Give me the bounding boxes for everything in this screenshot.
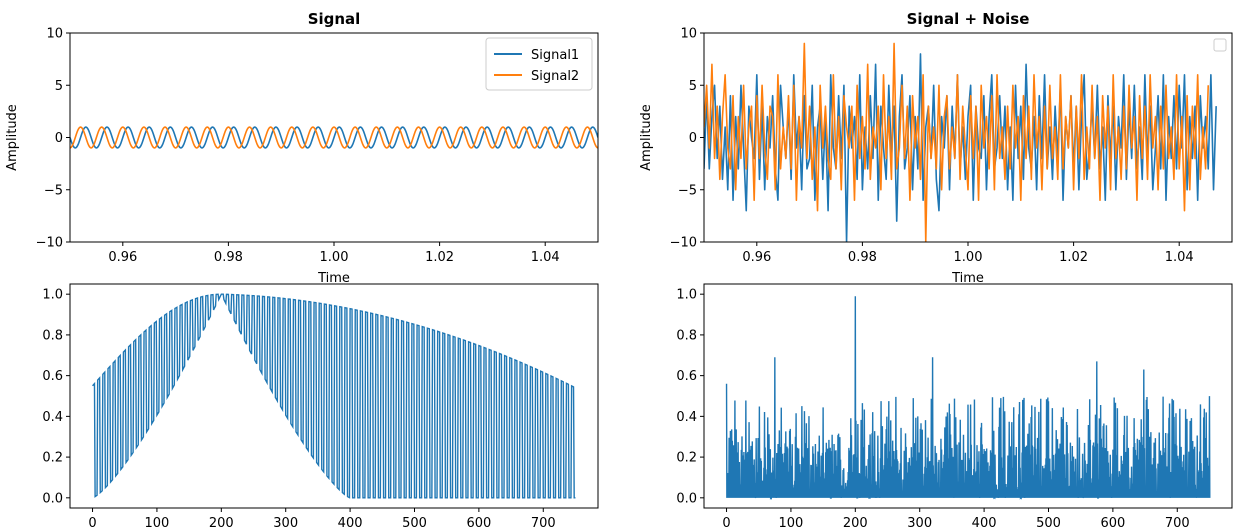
signal-noise-legend-box: [1213, 38, 1227, 52]
series-line-signal2: [70, 126, 598, 149]
y-tick-label: 10: [680, 27, 697, 42]
y-tick-label: −5: [44, 183, 63, 198]
y-tick-label: 0.2: [676, 451, 697, 466]
x-tick-label: 1.02: [425, 250, 454, 265]
x-tick-label: 0.96: [108, 250, 137, 265]
x-tick-label: 100: [779, 516, 804, 528]
x-tick-label: 1.04: [1165, 250, 1194, 265]
y-tick-label: 0: [689, 131, 697, 146]
signal-x-label: Time: [317, 271, 350, 286]
x-tick-label: 0.98: [848, 250, 877, 265]
y-tick-label: 1.0: [42, 288, 63, 303]
signal-plot-area: [70, 126, 598, 149]
y-tick-label: 0.8: [42, 328, 63, 343]
legend-label-signal2: Signal2: [531, 69, 579, 84]
signal-legend-box: [485, 37, 593, 91]
y-tick-label: 0.6: [676, 369, 697, 384]
signal-noise-y-label: Amplitude: [639, 104, 654, 171]
y-tick-label: 0.6: [42, 369, 63, 384]
y-tick-label: 10: [46, 27, 63, 42]
x-tick-label: 300: [907, 516, 932, 528]
x-tick-label: 1.00: [320, 250, 349, 265]
y-tick-label: 0.4: [676, 410, 697, 425]
subplot-spectrum-noise: 0 100 200 300 400 500 600 700 0.0 0.2 0.4 0.6 0.8 1.0: [676, 283, 1233, 528]
y-tick-label: 0.0: [42, 491, 63, 506]
x-tick-label: 0: [88, 516, 96, 528]
x-tick-label: 600: [1100, 516, 1125, 528]
spectrum-clean-line: [92, 293, 576, 499]
spectrum-clean-axes-frame: [69, 283, 599, 509]
y-tick-label: 5: [55, 79, 63, 94]
y-tick-label: −10: [670, 236, 697, 251]
x-tick-label: 700: [531, 516, 556, 528]
x-tick-label: 0: [722, 516, 730, 528]
x-tick-label: 1.00: [954, 250, 983, 265]
x-tick-label: 1.02: [1059, 250, 1088, 265]
y-tick-label: 1.0: [676, 288, 697, 303]
y-tick-label: −10: [36, 236, 63, 251]
x-tick-label: 500: [402, 516, 427, 528]
spectrum-noise-line: [725, 296, 1211, 501]
y-tick-label: 0: [55, 131, 63, 146]
spectrum-noise-axes-frame: [703, 283, 1233, 509]
y-tick-label: 0.2: [42, 451, 63, 466]
signal-noise-plot-area: [704, 42, 1217, 242]
spectrum-noise-plot-area: [725, 296, 1211, 501]
subplot-spectrum-clean: 0 100 200 300 400 500 600 700 0.0 0.2 0.4 0.6 0.8 1.0: [42, 283, 599, 528]
x-tick-label: 300: [273, 516, 298, 528]
x-tick-label: 400: [972, 516, 997, 528]
x-tick-label: 100: [145, 516, 170, 528]
signal-legend: Signal1 Signal2: [485, 37, 593, 91]
legend-label-signal1: Signal1: [531, 48, 579, 63]
noisy-series-line-2: [704, 42, 1210, 242]
y-tick-label: 5: [689, 79, 697, 94]
y-tick-label: 0.4: [42, 410, 63, 425]
y-tick-label: −5: [678, 183, 697, 198]
spectrum-clean-plot-area: [92, 293, 576, 499]
x-tick-label: 700: [1165, 516, 1190, 528]
signal-noise-x-label: Time: [951, 271, 984, 286]
x-tick-label: 200: [843, 516, 868, 528]
x-tick-label: 200: [209, 516, 234, 528]
series-line-signal1: [70, 126, 598, 149]
signal-y-label: Amplitude: [5, 104, 20, 171]
x-tick-label: 500: [1036, 516, 1061, 528]
x-tick-label: 1.04: [531, 250, 560, 265]
x-tick-label: 600: [466, 516, 491, 528]
signal-noise-title: Signal + Noise: [907, 10, 1030, 28]
subplot-signal-noise: Signal + Noise Time Amplitude 0.96 0.98 1.…: [639, 10, 1233, 286]
signal-title: Signal: [308, 10, 361, 28]
y-tick-label: 0.0: [676, 491, 697, 506]
signal-noise-legend: [1213, 38, 1227, 52]
y-tick-label: 0.8: [676, 328, 697, 343]
x-tick-label: 0.96: [742, 250, 771, 265]
x-tick-label: 400: [338, 516, 363, 528]
subplot-signal: Signal Time Amplitude Signal1 Signal2 0.…: [5, 10, 599, 286]
x-tick-label: 0.98: [214, 250, 243, 265]
